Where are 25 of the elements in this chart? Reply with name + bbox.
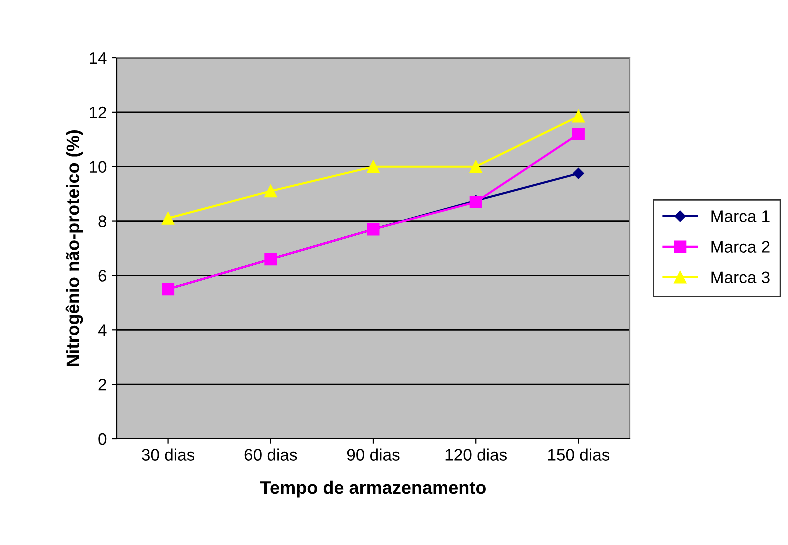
y-tick-label: 14 <box>90 52 107 64</box>
legend-label: Marca 2 <box>712 241 770 253</box>
legend-label: Marca 1 <box>712 210 770 222</box>
y-tick-label: 8 <box>98 216 107 228</box>
y-tick-label: 4 <box>98 324 107 336</box>
point <box>264 185 278 198</box>
y-tick-label: 10 <box>90 161 107 174</box>
point <box>470 160 482 174</box>
x-tick-label: 60 dias <box>244 448 298 461</box>
point <box>573 168 584 180</box>
point <box>572 110 585 123</box>
point <box>572 128 585 140</box>
point <box>162 212 175 225</box>
y-axis-title: Nitrogênio não-proteico (%) <box>66 130 84 366</box>
point <box>367 160 380 174</box>
y-tick-label: 0 <box>98 433 107 446</box>
x-tick-label: 120 dias <box>446 448 508 461</box>
y-tick-label: 2 <box>98 378 106 391</box>
y-tick-label: 6 <box>98 270 107 282</box>
legend-label: Marca 3 <box>712 272 770 284</box>
x-tick-label: 150 dias <box>548 448 610 461</box>
y-tick-label: 12 <box>90 106 106 118</box>
x-tick-label: 30 dias <box>142 448 195 461</box>
x-axis-title: Tempo de armazenamento <box>260 480 486 498</box>
x-tick-label: 90 dias <box>347 448 400 461</box>
